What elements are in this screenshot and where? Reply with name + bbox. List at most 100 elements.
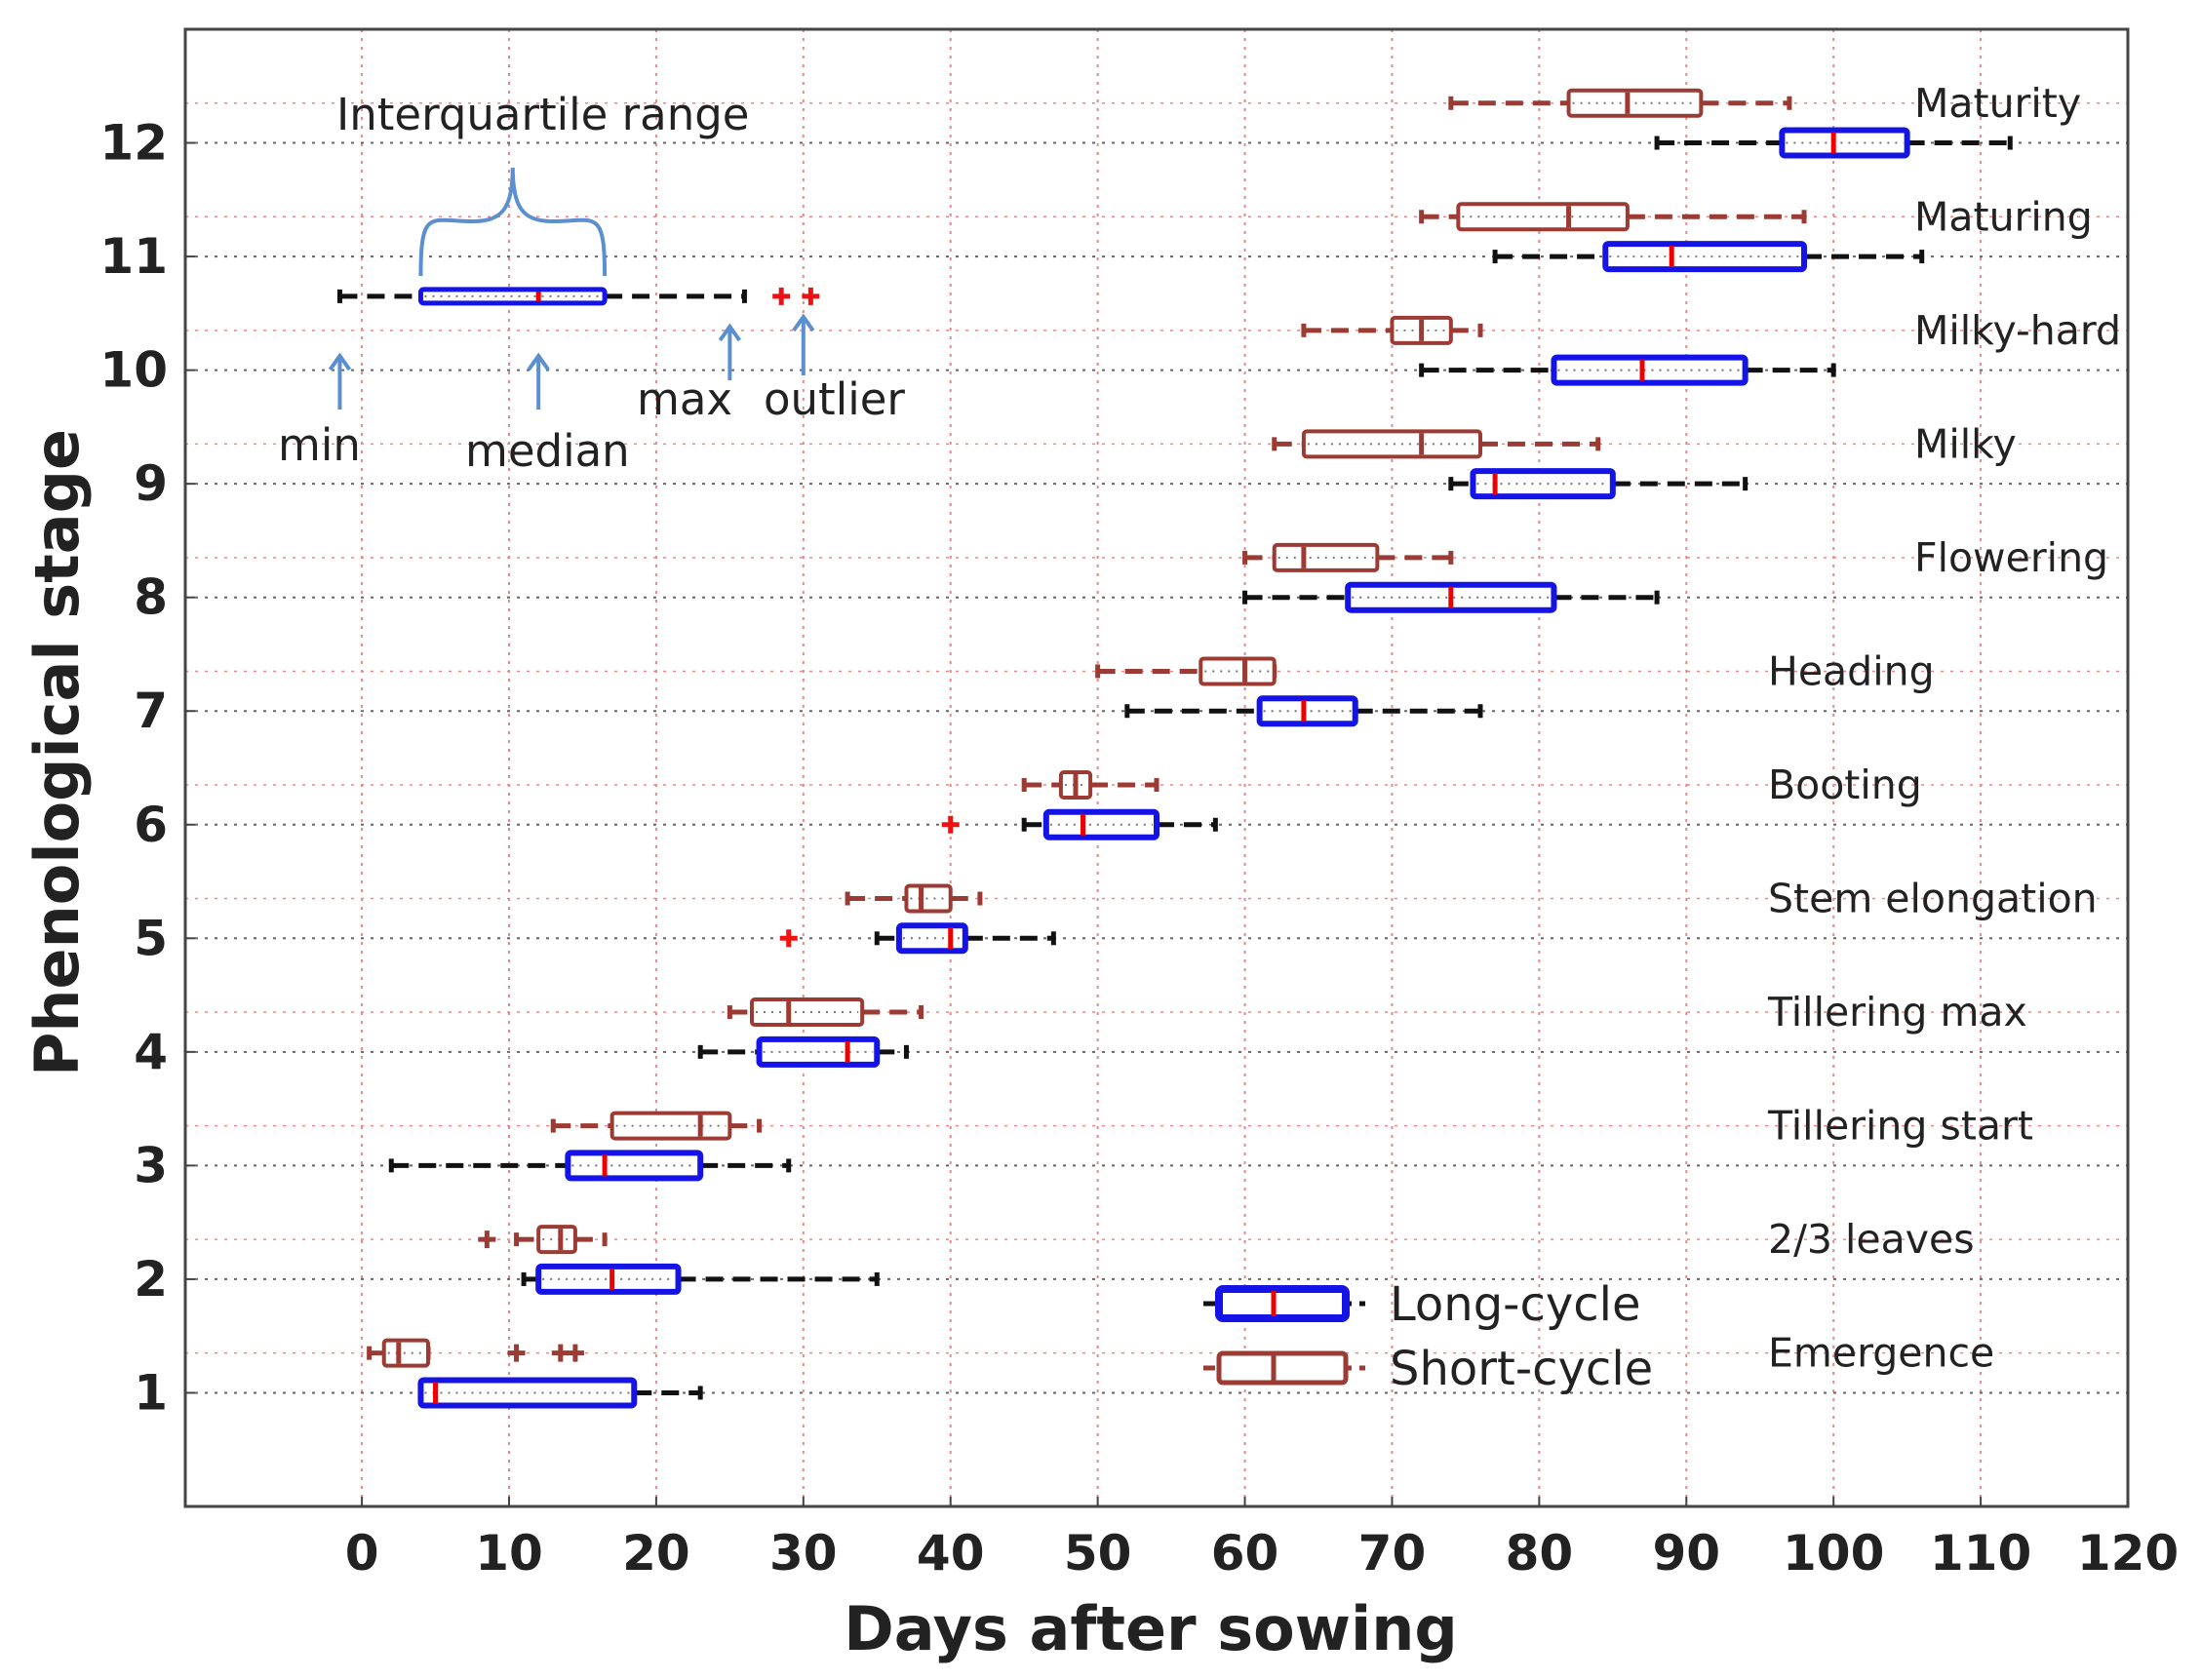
long-box-stage-11 — [1492, 241, 1925, 273]
stage-label: Flowering — [1914, 534, 2108, 581]
short-box-stage-12 — [1448, 88, 1792, 118]
box-iqr — [1042, 808, 1160, 840]
y-tick-label: 12 — [99, 115, 168, 172]
box-iqr — [904, 883, 953, 914]
median-arrow — [527, 352, 550, 410]
box-iqr — [381, 1338, 430, 1368]
long-box-stage-8 — [1242, 581, 1660, 613]
long-box-stage-2 — [521, 1263, 880, 1295]
short-box-stage-2 — [478, 1225, 608, 1255]
short-box-stage-4 — [727, 997, 924, 1028]
short-box-stage-7 — [1095, 656, 1277, 686]
short-box-stage-9 — [1272, 429, 1601, 459]
y-tick-label: 6 — [134, 797, 168, 853]
box-iqr — [1470, 468, 1616, 500]
legend-box — [1215, 1285, 1350, 1322]
stage-label: Tillering max — [1767, 989, 2027, 1035]
stage-label: Maturity — [1914, 80, 2081, 127]
x-tick-label: 110 — [1930, 1525, 2031, 1582]
short-box-stage-5 — [845, 883, 983, 914]
stage-label: Milky — [1914, 420, 2017, 467]
x-tick-label: 50 — [1064, 1525, 1132, 1582]
y-tick-label: 4 — [134, 1024, 168, 1080]
box-iqr — [1256, 695, 1358, 727]
box-iqr — [1779, 127, 1910, 159]
outlier-point — [478, 1231, 496, 1249]
box-iqr — [1301, 429, 1482, 459]
x-axis-title: Days after sowing — [844, 1593, 1458, 1664]
x-tick-label: 20 — [622, 1525, 690, 1582]
short-box-stage-8 — [1242, 542, 1454, 572]
x-tick-label: 120 — [2077, 1525, 2179, 1582]
legend-layer: Long-cycle Short-cycle — [1203, 1277, 1653, 1396]
outlier-point — [772, 287, 791, 305]
y-tick-label: 11 — [99, 228, 168, 285]
x-tick-label: 0 — [345, 1525, 379, 1582]
y-tick-label: 1 — [134, 1364, 168, 1421]
stage-label: 2/3 leaves — [1768, 1216, 1975, 1263]
outlier-point — [802, 287, 820, 305]
long-box-stage-12 — [1654, 127, 2013, 159]
legend-label: Long-cycle — [1390, 1277, 1641, 1332]
min-annotation: min — [278, 419, 361, 471]
short-box-stage-1 — [367, 1338, 584, 1368]
short-box-stage-6 — [1021, 769, 1159, 800]
max-annotation: max — [637, 373, 732, 425]
iqr-brace — [418, 167, 608, 277]
y-tick-label: 7 — [134, 683, 168, 739]
y-tick-label: 10 — [99, 342, 168, 399]
long-box-stage-3 — [388, 1150, 792, 1182]
max-arrow — [718, 323, 741, 380]
long-box-stage-1 — [417, 1377, 703, 1409]
long-box-stage-7 — [1124, 695, 1483, 727]
y-tick-label: 3 — [134, 1137, 168, 1193]
x-tick-label: 80 — [1506, 1525, 1574, 1582]
long-box-stage-6 — [941, 808, 1218, 840]
y-axis-title: Phenological stage — [21, 429, 93, 1076]
plot-frame — [183, 27, 2130, 1508]
y-tick-label: 8 — [134, 569, 168, 626]
box-iqr — [417, 287, 608, 306]
x-tick-label: 90 — [1652, 1525, 1720, 1582]
stage-label: Milky-hard — [1914, 307, 2121, 354]
stage-label: Maturing — [1914, 193, 2093, 240]
y-tick-label: 9 — [134, 455, 168, 512]
outlier-point — [566, 1344, 584, 1362]
axis-layer: 0 10 20 30 40 50 60 70 80 90 100 110 120123456789101… — [99, 115, 2179, 1582]
stage-label: Booting — [1768, 762, 1922, 808]
outlier-point — [507, 1344, 526, 1362]
data-layer — [367, 88, 2013, 1409]
box-iqr — [750, 997, 865, 1028]
short-box-stage-11 — [1419, 202, 1807, 232]
min-arrow — [328, 352, 352, 410]
box-iqr — [536, 1225, 577, 1255]
outlier-arrow — [792, 313, 815, 375]
y-tick-label: 5 — [134, 910, 168, 966]
x-tick-label: 100 — [1783, 1525, 1884, 1582]
outlier-point — [779, 929, 798, 948]
short-box-stage-3 — [550, 1111, 763, 1141]
label-layer: Emergence 2/3 leaves Tillering start Tiller… — [1767, 80, 2121, 1377]
box-iqr — [1551, 354, 1749, 386]
outlier-point — [551, 1344, 570, 1362]
legend-label: Short-cycle — [1390, 1342, 1653, 1396]
long-box-stage-4 — [697, 1035, 909, 1068]
y-tick-label: 2 — [134, 1251, 168, 1308]
legend-box — [1216, 1350, 1349, 1386]
stage-label: Emergence — [1768, 1330, 1994, 1377]
box-iqr — [565, 1150, 704, 1182]
example-box — [336, 287, 820, 306]
box-iqr — [1456, 202, 1630, 232]
box-iqr — [535, 1263, 682, 1295]
x-tick-label: 10 — [475, 1525, 543, 1582]
x-tick-label: 40 — [917, 1525, 985, 1582]
legend-entry-long: Long-cycle — [1203, 1277, 1641, 1332]
box-iqr — [895, 922, 968, 955]
x-tick-label: 30 — [769, 1525, 838, 1582]
short-box-stage-10 — [1301, 315, 1483, 345]
x-tick-label: 70 — [1358, 1525, 1427, 1582]
box-iqr — [1566, 88, 1704, 118]
stage-label: Tillering start — [1767, 1103, 2033, 1150]
